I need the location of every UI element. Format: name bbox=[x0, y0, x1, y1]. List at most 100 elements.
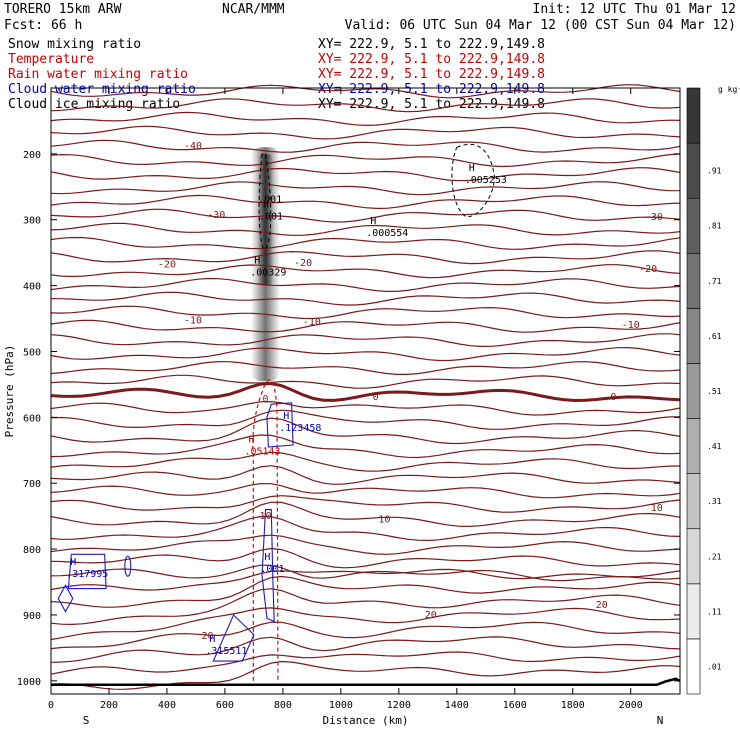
colorbar-tick-label: .41 bbox=[707, 442, 722, 451]
axes: 0 200 400 600 800 1000 1200 1400 1600 1800 2000200… bbox=[3, 88, 680, 727]
surface-line bbox=[51, 677, 681, 687]
max-value-label: .317995 bbox=[66, 569, 108, 580]
isotherm-line bbox=[50, 495, 681, 513]
x-tick-label: 1200 bbox=[387, 700, 411, 711]
plot-area: -40 -30 -30 -20 -20 -20 -10 -10 -10 0 0 0 10 10 10 20 20… bbox=[50, 84, 681, 690]
isotherm-line bbox=[50, 575, 681, 608]
isotherm-line bbox=[50, 621, 681, 650]
x-tick-label: 1600 bbox=[503, 700, 527, 711]
max-marker-h: H bbox=[254, 255, 260, 266]
colorbar-tick-label: .21 bbox=[707, 552, 722, 561]
max-value-label: .123458 bbox=[279, 423, 321, 434]
isotherm-zero-line bbox=[50, 381, 681, 403]
isotherm-line bbox=[50, 111, 681, 127]
field-list: Snow mixing ratio XY= 222.9, 5.1 to 222.9… bbox=[8, 37, 545, 112]
organization: NCAR/MMM bbox=[222, 2, 285, 17]
y-axis-label: Pressure (hPa) bbox=[3, 345, 16, 438]
x-tick-label: 600 bbox=[216, 700, 234, 711]
isotherm-label: 10 bbox=[651, 503, 663, 514]
colorbar: .01 .11 .21 .31 .41 .51 .61 .71 .81 .91 bbox=[686, 87, 722, 695]
isotherm-label: -10 bbox=[303, 317, 321, 328]
isotherm-label: 0 bbox=[373, 392, 379, 403]
colorbar-bin bbox=[686, 638, 701, 695]
isotherm-line bbox=[50, 400, 681, 416]
x-axis-label: Distance (km) bbox=[322, 714, 408, 727]
colorbar-tick-label: .11 bbox=[707, 607, 722, 616]
y-tick-label: 900 bbox=[23, 611, 41, 622]
isotherm-label: 10 bbox=[259, 511, 271, 522]
isotherm-line bbox=[51, 291, 681, 306]
isotherm-line bbox=[50, 409, 681, 430]
plot-frame bbox=[50, 87, 681, 695]
y-tick-label: 800 bbox=[23, 545, 41, 556]
max-marker-h: H bbox=[283, 411, 289, 422]
isotherm-line bbox=[50, 636, 681, 663]
y-tick-label: 400 bbox=[23, 282, 41, 293]
field-xy: XY= 222.9, 5.1 to 222.9,149.8 bbox=[318, 52, 545, 67]
x-tick-label: 1000 bbox=[329, 700, 353, 711]
colorbar-tick-label: .51 bbox=[707, 387, 722, 396]
isotherm-label: 20 bbox=[202, 631, 214, 642]
isotherm-label: 20 bbox=[596, 600, 608, 611]
isotherm-label: -10 bbox=[622, 320, 640, 331]
isotherm-line bbox=[50, 125, 681, 140]
colorbar-bin bbox=[686, 252, 701, 309]
max-marker-h: H bbox=[248, 435, 254, 446]
colorbar-tick-label: .71 bbox=[707, 277, 722, 286]
isotherm-label: -20 bbox=[294, 258, 312, 269]
isotherm-label: -20 bbox=[158, 260, 176, 271]
isotherm-line bbox=[50, 98, 681, 113]
colorbar-tick-label: .01 bbox=[707, 662, 722, 671]
colorbar-bin bbox=[686, 87, 701, 144]
north-end-label: N bbox=[657, 714, 664, 727]
colorbar-bin bbox=[686, 473, 701, 530]
isotherm-label: 0 bbox=[610, 392, 616, 403]
model-title: TORERO 15km ARW bbox=[4, 2, 122, 17]
isotherm-label: 10 bbox=[378, 514, 390, 525]
y-tick-label: 600 bbox=[23, 413, 41, 424]
cloud-water-contour bbox=[212, 614, 255, 662]
x-tick-label: 200 bbox=[100, 700, 118, 711]
field-xy: XY= 222.9, 5.1 to 222.9,149.8 bbox=[318, 37, 545, 52]
y-tick-label: 500 bbox=[23, 347, 41, 358]
colorbar-units: g kg⁻¹ bbox=[718, 85, 740, 94]
south-end-label: S bbox=[83, 714, 90, 727]
contour-line-label: .001 bbox=[258, 194, 282, 205]
field-name: Rain water mixing ratio bbox=[8, 67, 188, 82]
cloud-water-contour bbox=[266, 402, 294, 448]
max-marker-h: H bbox=[70, 557, 76, 568]
x-tick-label: 2000 bbox=[619, 700, 643, 711]
isotherm-label: 20 bbox=[425, 610, 437, 621]
isotherm-line bbox=[50, 588, 681, 626]
cloud-water-contour bbox=[261, 509, 275, 623]
isotherm-line bbox=[50, 319, 681, 333]
isotherm-line bbox=[50, 305, 681, 320]
isotherm-label: -10 bbox=[184, 316, 202, 327]
valid-time: Valid: 06 UTC Sun 04 Mar 12 (00 CST Sun … bbox=[345, 18, 736, 33]
colorbar-bin bbox=[686, 583, 701, 640]
x-tick-label: 0 bbox=[48, 700, 54, 711]
isotherm-line bbox=[50, 451, 681, 472]
isotherm-line bbox=[50, 194, 681, 210]
colorbar-bin bbox=[686, 363, 701, 419]
colorbar-tick-label: .61 bbox=[707, 332, 722, 341]
isotherm-label: -30 bbox=[645, 212, 663, 223]
isotherm-label: -20 bbox=[639, 264, 657, 275]
forecast-hour: Fcst: 66 h bbox=[4, 18, 82, 33]
x-tick-label: 1400 bbox=[445, 700, 469, 711]
max-marker-h: H bbox=[469, 163, 475, 174]
max-marker-h: H bbox=[370, 216, 376, 227]
isotherm-line bbox=[50, 501, 681, 528]
isotherm-line bbox=[50, 167, 681, 182]
isotherm-line bbox=[50, 250, 681, 265]
isotherm-line bbox=[50, 153, 681, 168]
colorbar-bin bbox=[686, 197, 701, 254]
x-tick-label: 400 bbox=[158, 700, 176, 711]
cloud-ice-contour bbox=[258, 153, 272, 250]
isotherm-line bbox=[50, 139, 681, 153]
max-value-label: .000554 bbox=[366, 228, 408, 239]
y-tick-label: 1000 bbox=[17, 677, 41, 688]
colorbar-bin bbox=[686, 528, 701, 585]
isotherm-label: -40 bbox=[184, 141, 202, 152]
isotherm-line bbox=[50, 465, 681, 485]
